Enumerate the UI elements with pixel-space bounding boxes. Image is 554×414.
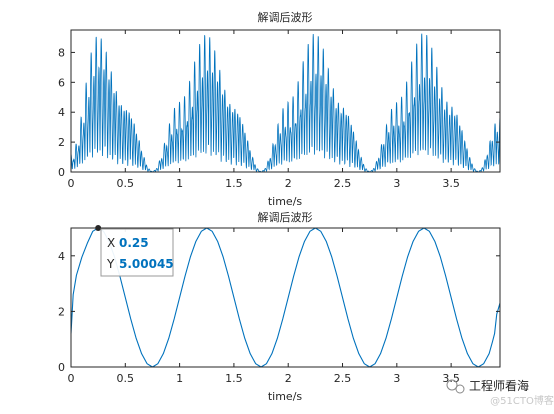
watermark-text: 工程师看海: [469, 378, 529, 393]
datatip-x-value: 0.25: [119, 236, 149, 250]
datatip-box: [100, 228, 174, 277]
top-ytick-label: 2: [58, 136, 65, 149]
bottom-xtick-label: 3.5: [442, 372, 460, 385]
bottom-axes: 解调后波形 0 0.5 1 1.5 2 2.5 3 3.5 0 2 4 time/s X 0.25 …: [58, 210, 501, 403]
top-series-line: [70, 33, 501, 173]
datatip-y-value: 5.00045: [119, 257, 174, 271]
bottom-xtick-label: 1.5: [225, 372, 243, 385]
bottom-xtick-label: 2.5: [334, 372, 352, 385]
bottom-ytick-label: 4: [58, 250, 65, 263]
top-ytick-label: 0: [58, 166, 65, 179]
datatip[interactable]: X 0.25 Y 5.00045: [95, 225, 174, 277]
top-ytick-label: 8: [58, 46, 65, 59]
bottom-xtick-label: 2: [285, 372, 292, 385]
top-xtick-label: 3: [393, 177, 400, 190]
top-axes-box: [70, 29, 501, 173]
top-xtick-label: 2.5: [334, 177, 352, 190]
bottom-ytick-label: 2: [58, 305, 65, 318]
wechat-logo-icon: [446, 379, 465, 394]
bottom-xtick-label: 0.5: [117, 372, 135, 385]
top-plot-area: [70, 33, 501, 173]
bottom-plot-area: [70, 227, 501, 368]
bottom-axes-box: [70, 227, 501, 368]
top-ticks: 0 0.5 1 1.5 2 2.5 3 3.5 0 2 4 6 8: [58, 30, 500, 190]
top-xtick-label: 1: [176, 177, 183, 190]
datatip-y-label: Y: [106, 257, 115, 271]
bottom-xtick-label: 0: [68, 372, 75, 385]
top-axes: 解调后波形 0 0.5 1 1.5 2 2.5 3 3.5 0 2 4 6 8 time/s: [58, 10, 501, 208]
top-ytick-label: 6: [58, 76, 65, 89]
bottom-xlabel: time/s: [268, 390, 303, 403]
bottom-xtick-label: 1: [176, 372, 183, 385]
bottom-chart-title: 解调后波形: [258, 210, 313, 224]
top-chart-title: 解调后波形: [258, 10, 313, 24]
bottom-ytick-label: 0: [58, 361, 65, 374]
bottom-xtick-label: 3: [393, 372, 400, 385]
top-xtick-label: 0: [68, 177, 75, 190]
top-xtick-label: 2: [285, 177, 292, 190]
datatip-marker[interactable]: [95, 225, 102, 231]
top-xtick-label: 0.5: [117, 177, 135, 190]
top-xtick-label: 1.5: [225, 177, 243, 190]
top-xlabel: time/s: [268, 195, 303, 208]
datatip-x-label: X: [107, 236, 115, 250]
top-xtick-label: 3.5: [442, 177, 460, 190]
top-ytick-label: 4: [58, 106, 65, 119]
watermark: @51CTO博客 工程师看海: [446, 378, 554, 407]
bottom-series-line: [70, 227, 501, 368]
watermark-faint-text: @51CTO博客: [490, 394, 554, 407]
